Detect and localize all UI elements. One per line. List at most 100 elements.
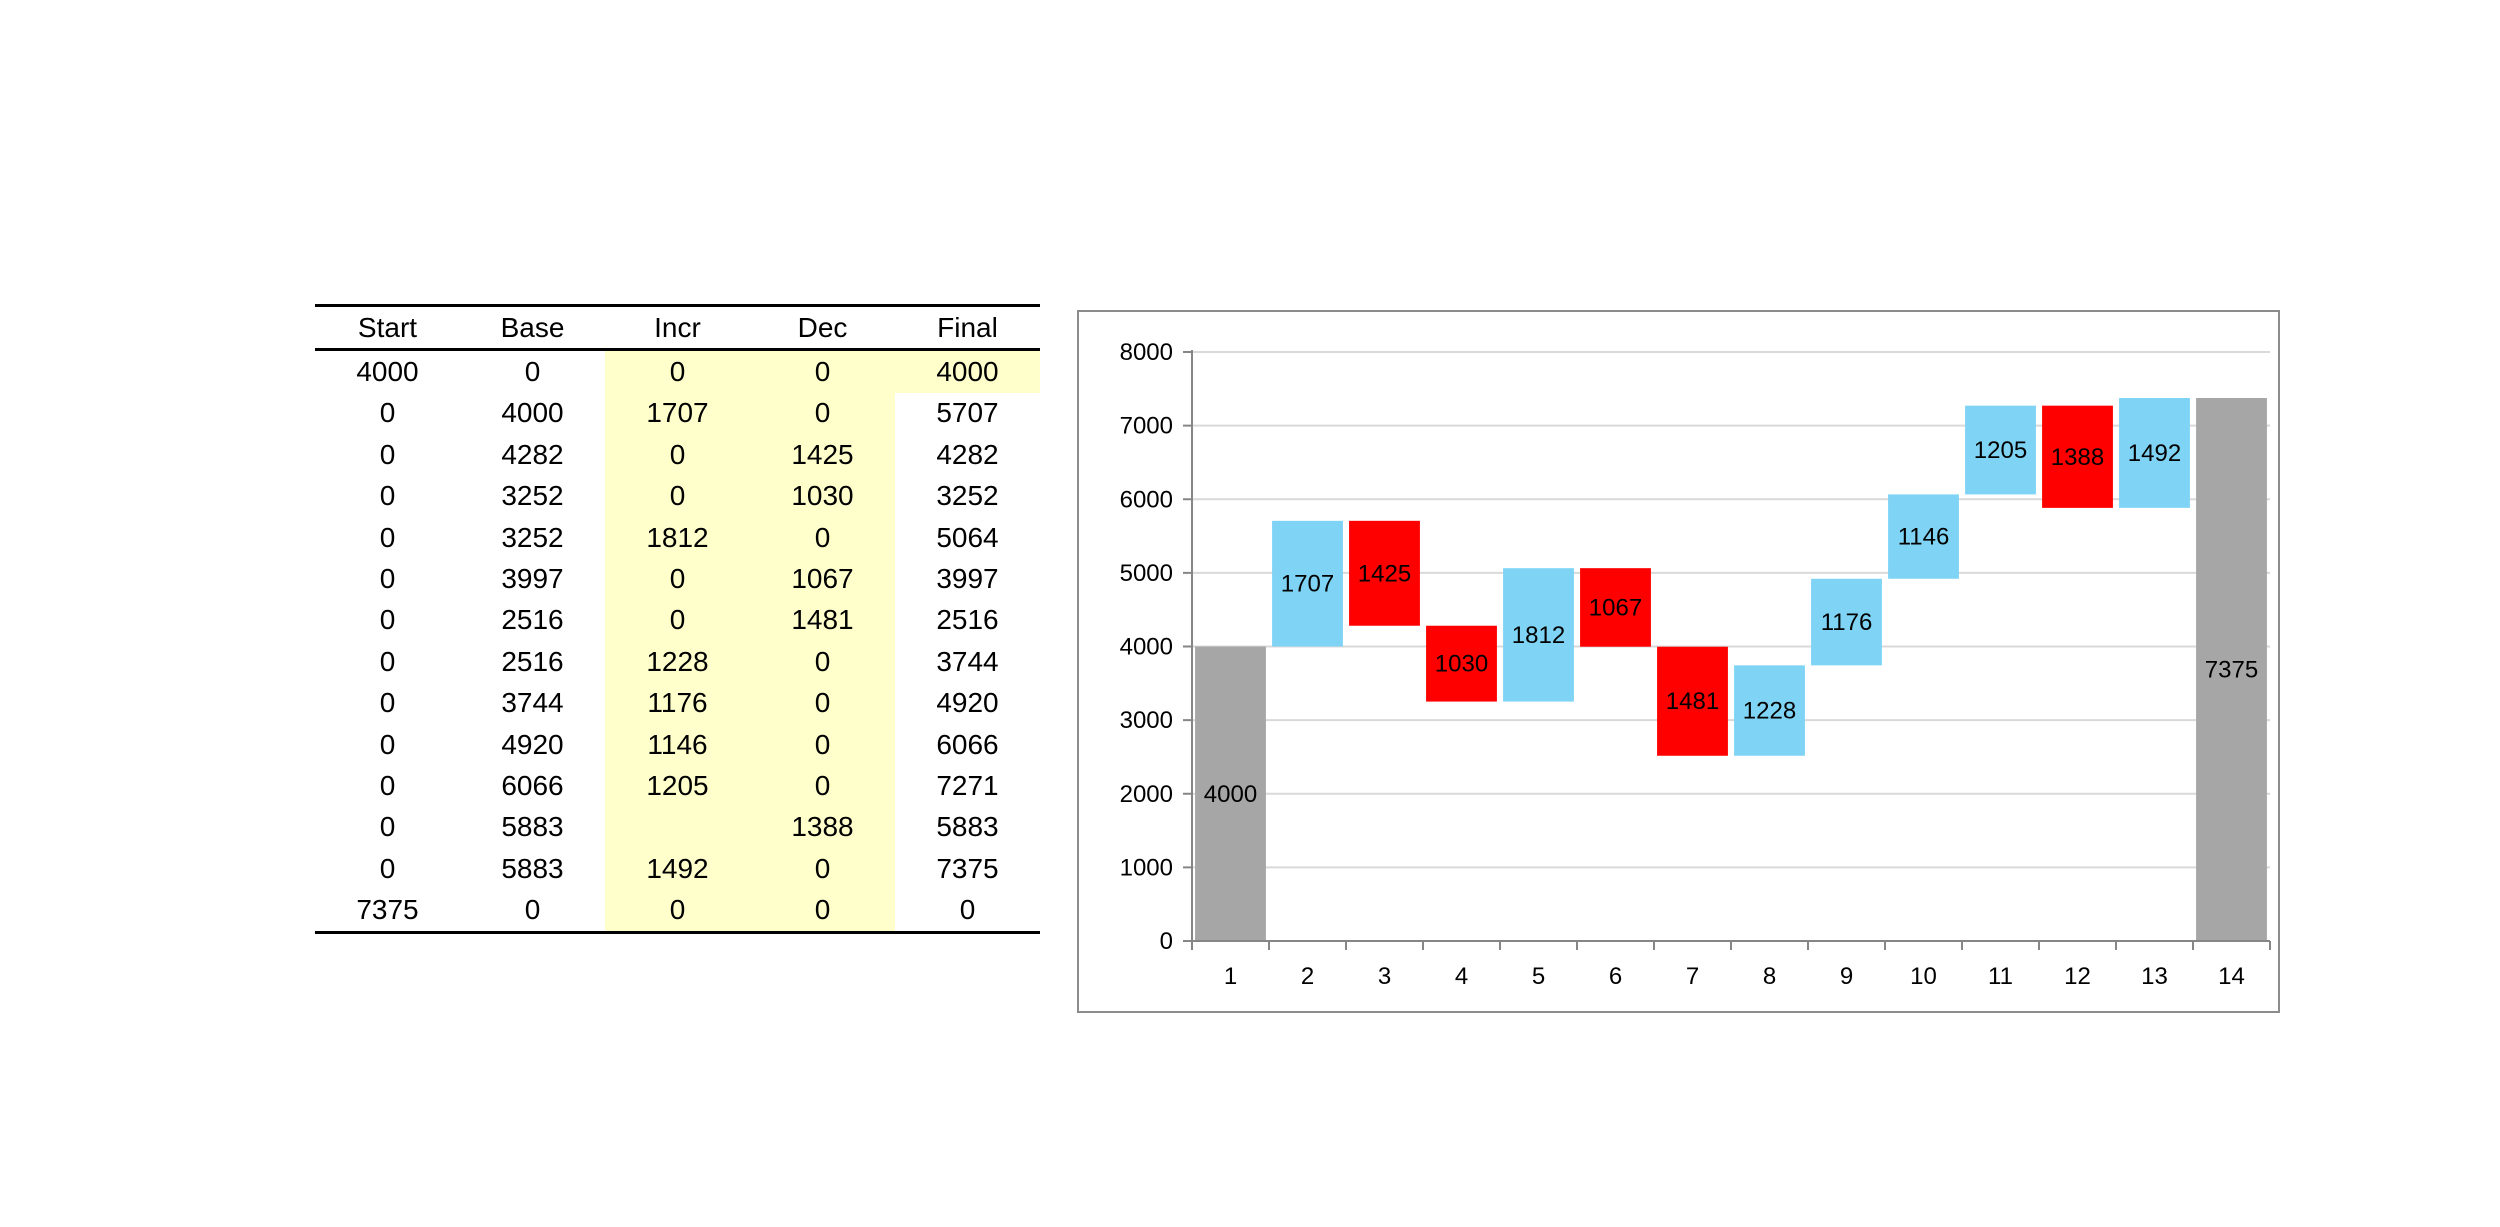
table-cell: 0 (379, 604, 396, 636)
table-cell: 1425 (750, 434, 895, 476)
table-cell: 5883 (501, 811, 564, 843)
x-tick-label: 11 (1988, 963, 2013, 990)
table-cell: 4282 (936, 438, 999, 470)
table-cell: 0 (750, 765, 895, 807)
y-tick-label: 6000 (1120, 486, 1173, 513)
table-header-row: Start Base Incr Dec Final (315, 305, 1040, 350)
table-cell: 4920 (501, 728, 564, 760)
table-cell: 6066 (936, 728, 999, 760)
data-label: 1176 (1821, 609, 1873, 636)
table-cell: 2516 (501, 604, 564, 636)
data-table: Start Base Incr Dec Final 4000 0 0 0 4000 0 4000 17… (315, 304, 1040, 934)
table-row: 0 6066 1205 0 7271 (315, 765, 1040, 807)
table-body: 4000 0 0 0 4000 0 4000 1707 0 5707 0 4282 0 1425 4282 0… (315, 349, 1040, 933)
x-tick-label: 6 (1609, 963, 1622, 990)
table-cell (605, 806, 750, 849)
table-cell: 5883 (936, 811, 999, 843)
table-cell: 4000 (501, 397, 564, 429)
bar-incr (2119, 398, 2190, 508)
data-label: 1030 (1435, 651, 1488, 678)
data-label: 1146 (1898, 524, 1950, 551)
column-header-start: Start (357, 311, 418, 343)
table-cell: 0 (379, 480, 396, 512)
data-label: 7375 (2205, 657, 2258, 684)
bar-start (2196, 398, 2267, 941)
table-cell: 1707 (605, 392, 750, 435)
table-cell: 3252 (936, 480, 999, 512)
table-cell: 0 (379, 769, 396, 801)
table-cell: 0 (379, 397, 396, 429)
table-cell: 3252 (501, 480, 564, 512)
bar-dec (1349, 520, 1420, 626)
table-cell: 0 (379, 687, 396, 719)
table-cell: 0 (524, 356, 541, 388)
table-cell: 0 (750, 889, 895, 933)
x-tick-label: 5 (1532, 963, 1545, 990)
table-cell: 0 (379, 852, 396, 884)
y-tick-label: 5000 (1120, 560, 1173, 587)
x-tick-label: 7 (1686, 963, 1699, 990)
data-label: 1205 (1974, 437, 2027, 464)
table-cell: 2516 (936, 604, 999, 636)
table-cell: 0 (605, 558, 750, 600)
table-row: 0 3252 1812 0 5064 (315, 516, 1040, 559)
table-cell: 0 (605, 349, 750, 393)
bar-dec (1580, 568, 1651, 647)
table-cell: 2516 (501, 645, 564, 677)
x-tick-label: 10 (1910, 963, 1937, 990)
table-cell: 7375 (936, 852, 999, 884)
x-tick-label: 2 (1301, 963, 1314, 990)
table-cell: 0 (605, 434, 750, 476)
column-header-incr: Incr (654, 311, 701, 343)
table-cell: 0 (605, 475, 750, 517)
table-cell: 1176 (605, 682, 750, 724)
table-cell: 3252 (501, 521, 564, 553)
table-cell: 0 (750, 516, 895, 559)
table-cell: 3744 (501, 687, 564, 719)
table-cell: 5064 (936, 521, 999, 553)
x-tick-label: 12 (2064, 963, 2091, 990)
bar-incr (1965, 405, 2036, 495)
table-row: 0 3997 0 1067 3997 (315, 558, 1040, 600)
data-label: 1481 (1666, 688, 1719, 715)
y-tick-label: 8000 (1120, 339, 1173, 366)
table-row: 0 4920 1146 0 6066 (315, 723, 1040, 766)
table-cell: 0 (379, 728, 396, 760)
table-cell: 4920 (936, 687, 999, 719)
table-cell: 1146 (605, 723, 750, 766)
data-label: 1067 (1589, 594, 1642, 621)
x-tick-label: 4 (1455, 963, 1468, 990)
column-header-dec: Dec (797, 311, 848, 343)
bar-dec (1426, 625, 1497, 702)
table-row: 0 3744 1176 0 4920 (315, 682, 1040, 724)
table-cell: 0 (605, 889, 750, 933)
table-cell: 3997 (936, 563, 999, 595)
table-row: 0 4000 1707 0 5707 (315, 392, 1040, 435)
table-cell: 1205 (605, 765, 750, 807)
table-cell: 0 (750, 641, 895, 683)
bar-incr (1734, 665, 1805, 756)
table-cell: 0 (524, 894, 541, 926)
table-row: 4000 0 0 0 4000 (315, 349, 1040, 393)
data-label: 4000 (1204, 781, 1257, 808)
table-cell: 0 (750, 848, 895, 890)
y-tick-label: 3000 (1120, 707, 1173, 734)
table-row: 0 2516 1228 0 3744 (315, 641, 1040, 683)
y-tick-label: 1000 (1120, 854, 1173, 881)
table-cell: 0 (379, 521, 396, 553)
bar-dec (2042, 405, 2113, 508)
y-tick-label: 2000 (1120, 781, 1173, 808)
table-cell: 0 (379, 438, 396, 470)
table-cell: 4000 (356, 356, 419, 388)
x-tick-label: 14 (2218, 963, 2245, 990)
column-header-base: Base (500, 311, 565, 343)
bar-start (1195, 646, 1266, 941)
x-tick-label: 1 (1224, 963, 1237, 990)
table-cell: 0 (379, 563, 396, 595)
bar-dec (1657, 646, 1728, 756)
data-label: 1425 (1358, 560, 1411, 587)
bar-incr (1503, 568, 1574, 702)
table-row: 7375 0 0 0 0 (315, 889, 1040, 933)
table-row: 0 5883 1492 0 7375 (315, 848, 1040, 890)
table-cell: 0 (379, 645, 396, 677)
